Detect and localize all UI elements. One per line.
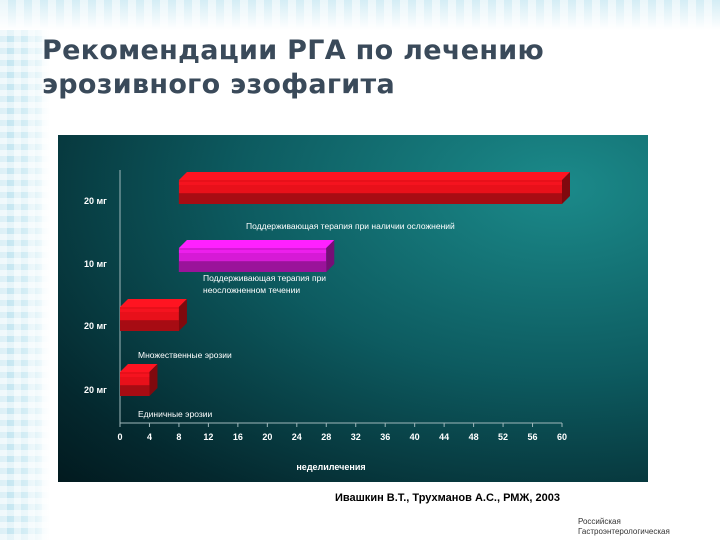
bar-shadow [120, 320, 179, 331]
bar-highlight [120, 309, 179, 312]
category-label: 10 мг [84, 259, 107, 269]
background-mosaic-left [0, 0, 50, 540]
x-tick-label: 8 [176, 432, 181, 442]
category-label: 20 мг [84, 385, 107, 395]
category-label: 20 мг [84, 321, 107, 331]
series-label: Множественные эрозии [138, 350, 232, 360]
x-tick-label: 48 [469, 432, 479, 442]
bar-shadow [120, 385, 150, 396]
bar-highlight [120, 374, 150, 377]
category-label: 20 мг [84, 196, 107, 206]
bar-top-face [178, 240, 335, 248]
chart-panel: 0 4 8 12 16 20 24 28 32 36 40 44 48 52 56 60 неделилечен… [58, 135, 648, 482]
title-line-2: эрозивного эзофагита [42, 69, 395, 100]
x-tick-label: 0 [117, 432, 122, 442]
x-tick-label: 32 [351, 432, 361, 442]
x-tick-label: 28 [321, 432, 331, 442]
x-tick-label: 4 [147, 432, 152, 442]
series-label: Поддерживающая терапия при наличии ослож… [246, 221, 455, 231]
x-axis-title: неделилечения [296, 462, 365, 472]
bar-top-face [178, 172, 570, 180]
bar-chart: 0 4 8 12 16 20 24 28 32 36 40 44 48 52 56 60неделилечен… [84, 170, 570, 472]
x-tick-label: 40 [410, 432, 420, 442]
bar-side-face [149, 364, 158, 396]
series-label: Поддерживающая терапия при [203, 273, 326, 283]
bar-shadow [178, 261, 327, 272]
x-tick-label: 24 [292, 432, 302, 442]
x-tick-label: 36 [380, 432, 390, 442]
source-citation: Ивашкин В.Т., Трухманов А.С., РМЖ, 2003 [335, 492, 560, 504]
x-tick-label: 60 [557, 432, 567, 442]
bar-side-face [562, 172, 570, 204]
bar-top-face [120, 364, 158, 372]
x-tick-label: 16 [233, 432, 243, 442]
bar-shadow [178, 193, 562, 204]
x-tick-label: 52 [498, 432, 508, 442]
series-label: неосложненном течении [203, 285, 300, 295]
organization-text: Российская Гастроэнтерологическая [578, 517, 670, 537]
x-tick-label: 44 [439, 432, 449, 442]
slide-title: Рекомендации РГА по лечению эрозивного э… [42, 34, 682, 102]
background-mosaic-top [0, 0, 720, 30]
bar-side-face [178, 299, 187, 331]
bar-highlight [178, 182, 562, 185]
org-line-2: Гастроэнтерологическая [578, 527, 670, 536]
x-tick-label: 12 [203, 432, 213, 442]
series-label: Единичные эрозии [138, 409, 212, 419]
x-tick-label: 20 [262, 432, 272, 442]
bar-side-face [326, 240, 335, 272]
org-line-1: Российская [578, 517, 621, 526]
bar-highlight [178, 250, 327, 253]
title-line-1: Рекомендации РГА по лечению [42, 35, 545, 66]
x-tick-label: 56 [528, 432, 538, 442]
bar-top-face [120, 299, 187, 307]
